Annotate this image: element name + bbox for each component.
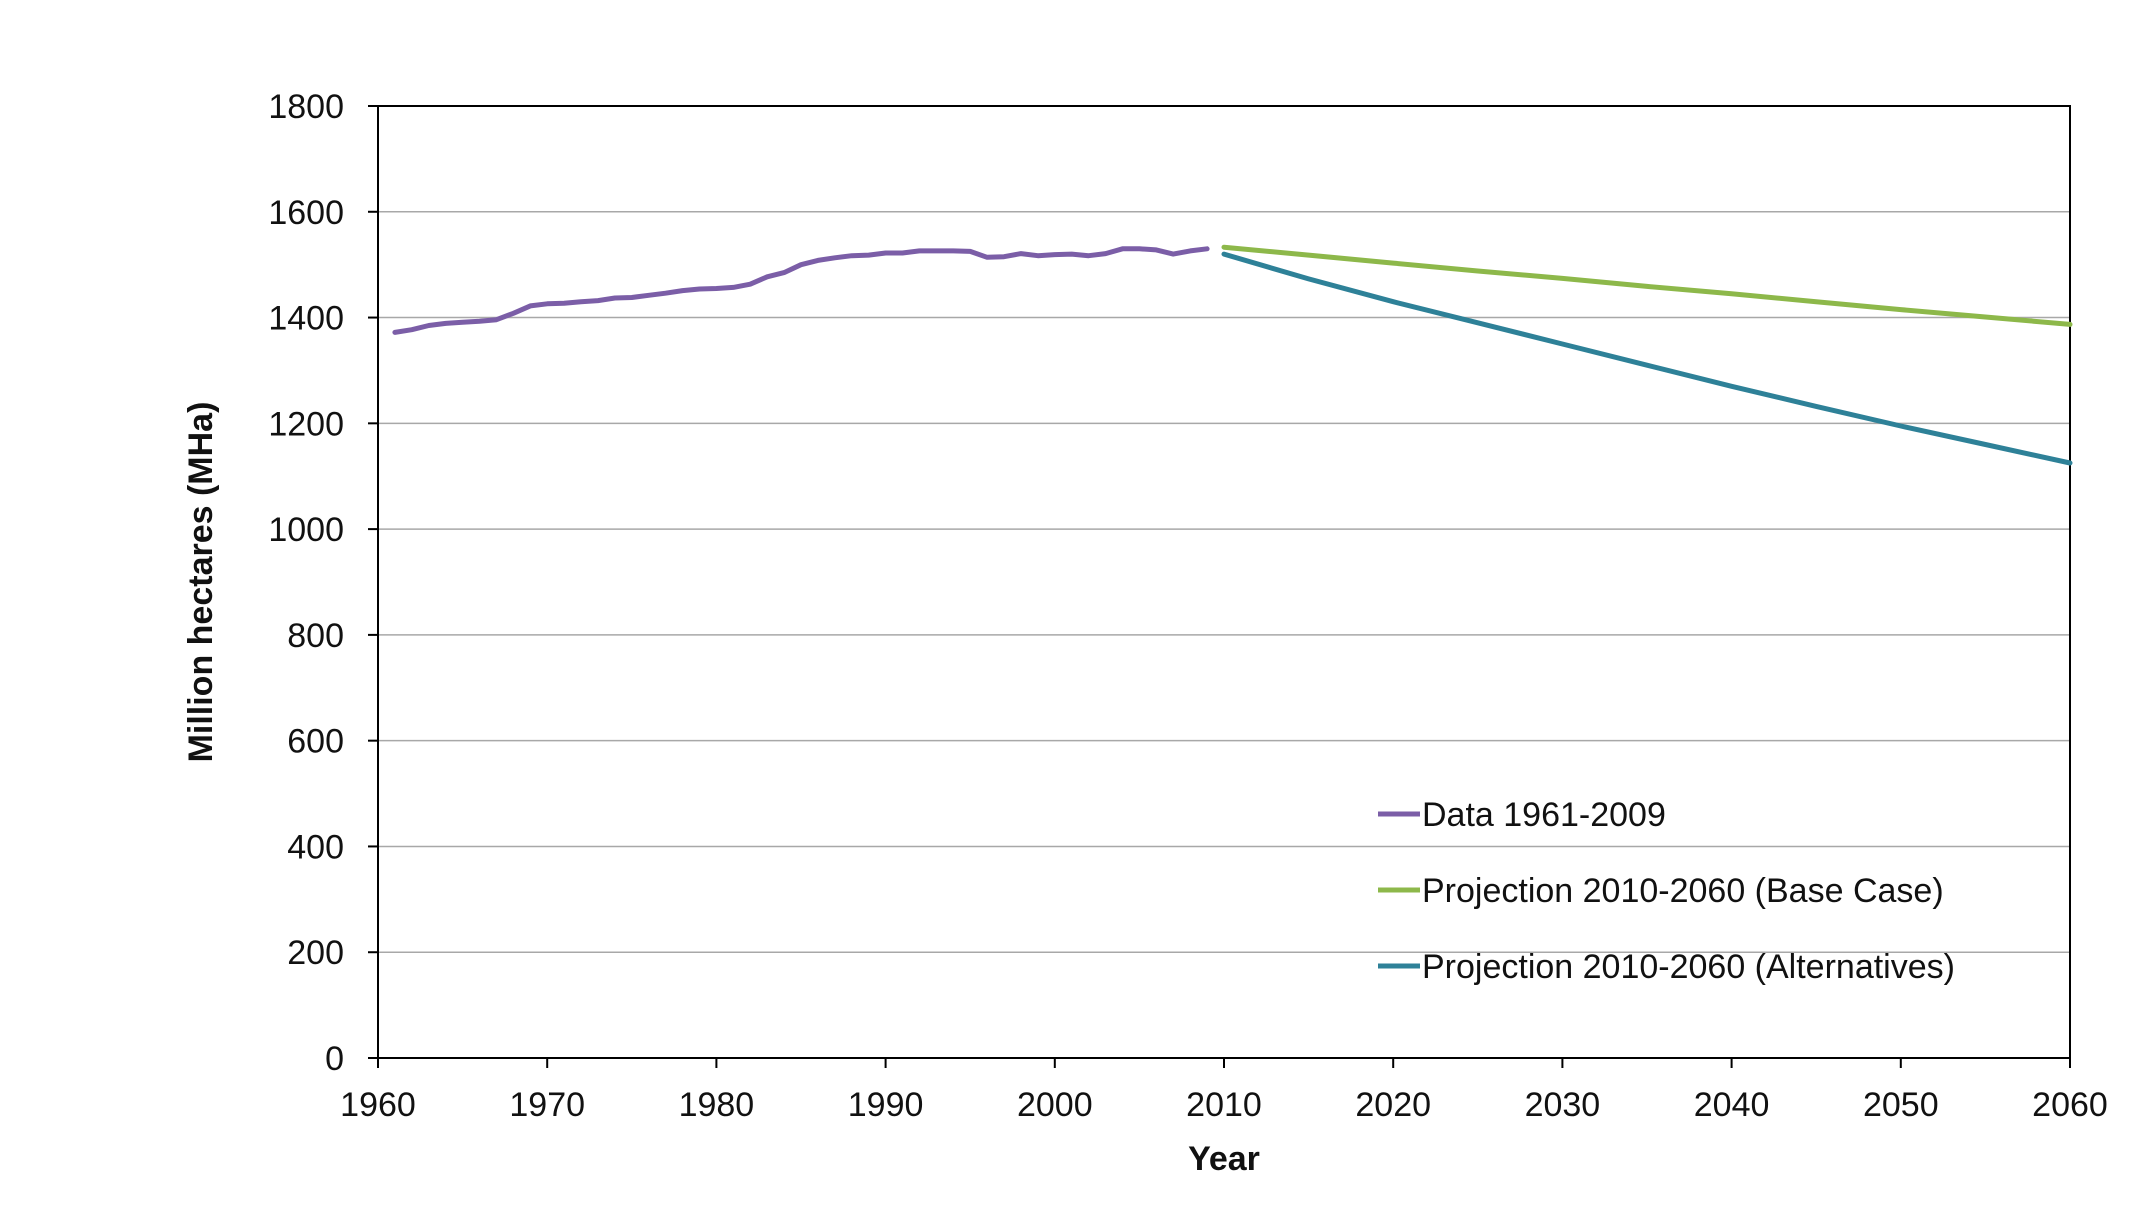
x-tick-label: 2050 xyxy=(1863,1086,1939,1124)
x-tick-label: 2030 xyxy=(1525,1086,1601,1124)
x-tick-label: 2010 xyxy=(1186,1086,1262,1124)
y-axis-ticks: 0 200 400 600 800 1000 1200 1400 1600 1800 xyxy=(268,88,378,1078)
x-tick-label: 2040 xyxy=(1694,1086,1770,1124)
legend: Data 1961-2009 Projection 2010-2060 (Base… xyxy=(1378,796,1955,986)
x-tick-label: 1970 xyxy=(509,1086,585,1124)
y-tick-label: 1000 xyxy=(268,511,344,549)
x-tick-label: 2000 xyxy=(1017,1086,1093,1124)
y-tick-label: 400 xyxy=(287,828,344,866)
y-tick-label: 1800 xyxy=(268,88,344,126)
x-tick-label: 2020 xyxy=(1355,1086,1431,1124)
series-line-1 xyxy=(392,246,1210,335)
y-tick-label: 1200 xyxy=(268,405,344,443)
x-axis-ticks: 1960 1970 1980 1990 2000 2010 2020 2030 2040 2050… xyxy=(340,1058,2108,1124)
x-tick-label: 1960 xyxy=(340,1086,416,1124)
y-tick-label: 1600 xyxy=(268,194,344,232)
series-line-2 xyxy=(1221,244,2073,327)
gridlines xyxy=(378,211,2070,953)
x-tick-label: 2060 xyxy=(2032,1086,2108,1124)
y-tick-label: 200 xyxy=(287,934,344,972)
legend-label: Data 1961-2009 xyxy=(1422,796,1666,834)
series-line-3 xyxy=(1221,251,2073,466)
y-tick-label: 800 xyxy=(287,617,344,655)
y-tick-label: 1400 xyxy=(268,300,344,338)
x-tick-label: 1980 xyxy=(679,1086,755,1124)
legend-label: Projection 2010-2060 (Alternatives) xyxy=(1422,948,1955,986)
legend-label: Projection 2010-2060 (Base Case) xyxy=(1422,872,1944,910)
x-tick-label: 1990 xyxy=(848,1086,924,1124)
y-tick-label: 0 xyxy=(325,1040,344,1078)
x-axis-title: Year xyxy=(1188,1140,1260,1178)
y-tick-label: 600 xyxy=(287,723,344,761)
y-axis-title: Million hectares (MHa) xyxy=(182,402,220,763)
series-lines xyxy=(392,244,2073,466)
